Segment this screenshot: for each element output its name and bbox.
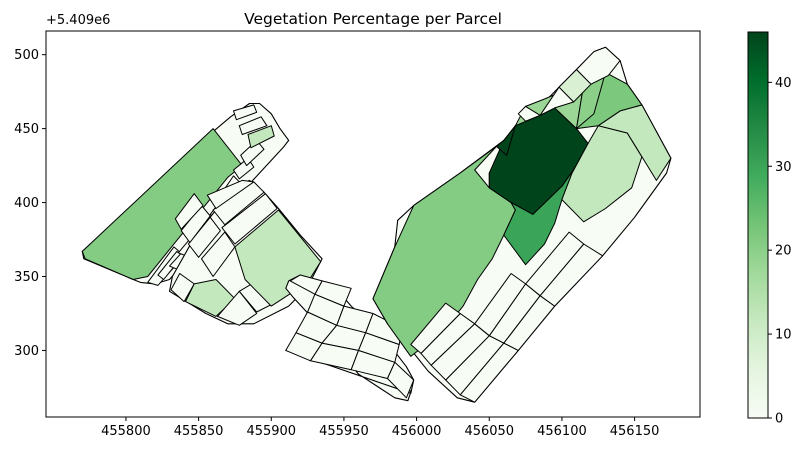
- x-tick-label: 456000: [392, 424, 442, 439]
- axes-frame: [45, 30, 701, 418]
- parcel: [187, 216, 221, 258]
- x-tick-label: 455950: [319, 424, 369, 439]
- y-tick-label: 350: [14, 270, 39, 285]
- parcel-layer: [81, 46, 672, 403]
- parcel: [474, 273, 527, 337]
- colorbar: [747, 31, 769, 419]
- chart-title: Vegetation Percentage per Parcel: [244, 10, 502, 28]
- parcel: [238, 116, 268, 135]
- parcel: [387, 361, 415, 399]
- y-tick-label: 450: [14, 122, 39, 137]
- x-tick-label: 455900: [246, 424, 296, 439]
- x-tick-label: 456100: [537, 424, 587, 439]
- colorbar-axis: 0 10 20 30 40: [768, 76, 792, 427]
- east-block: [372, 46, 672, 403]
- x-tick-label: 455850: [174, 424, 224, 439]
- y-tick-label: 400: [14, 196, 39, 211]
- parcel: [410, 302, 461, 354]
- parcel: [206, 179, 255, 209]
- colorbar-tick-label: 0: [775, 412, 783, 427]
- parcel: [525, 231, 585, 297]
- parcel: [217, 290, 258, 326]
- parcel: [576, 46, 621, 85]
- parcel: [174, 193, 204, 230]
- parcel: [247, 125, 275, 149]
- parcel: [289, 274, 323, 295]
- y-tick-label: 500: [14, 48, 39, 63]
- colorbar-tick-label: 40: [775, 76, 792, 91]
- colorbar-tick-label: 30: [775, 160, 792, 175]
- middle-block: [168, 179, 323, 326]
- x-tick-label: 455800: [101, 424, 151, 439]
- x-tick-label: 456050: [464, 424, 514, 439]
- y-offset-label: +5.409e6: [46, 13, 110, 28]
- parcel: [517, 105, 541, 122]
- y-tick-label: 300: [14, 344, 39, 359]
- parcel: [221, 193, 278, 245]
- parcel: [561, 125, 643, 223]
- parcel: [233, 104, 258, 121]
- colorbar-tick-label: 20: [775, 244, 792, 259]
- parcel: [539, 86, 575, 116]
- x-tick-label: 456150: [610, 424, 660, 439]
- x-axis: 455800 455850 455900 455950 456000 456050 4561…: [101, 417, 659, 439]
- parcel: [185, 279, 236, 317]
- y-axis: 300 350 400 450 500: [14, 48, 46, 359]
- south-block: [285, 274, 415, 402]
- colorbar-tick-label: 10: [775, 328, 792, 343]
